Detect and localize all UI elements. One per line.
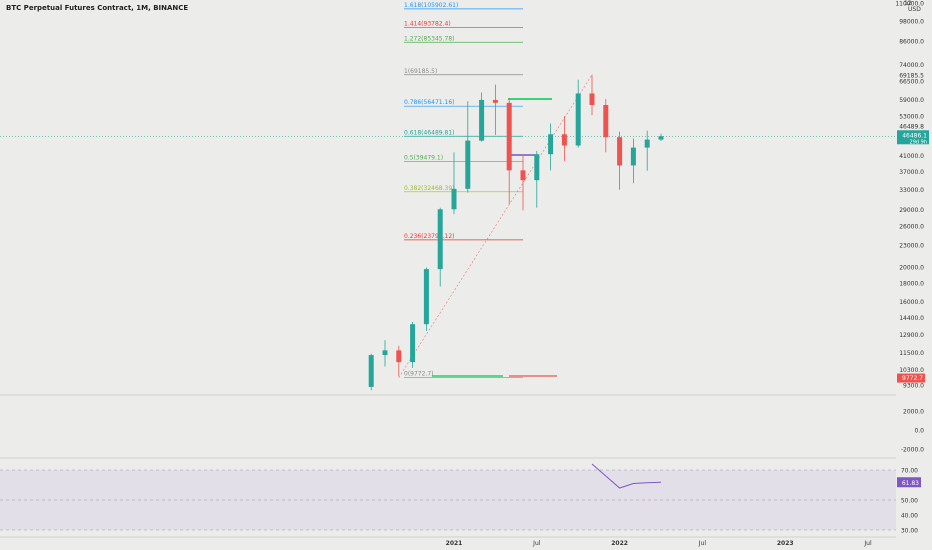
time-tick-label: Jul [698,540,707,547]
fib-level-label: 0(9772.7) [404,371,434,378]
fib-level-label: 0.5(39479.1) [404,155,443,162]
price-tick-label: 98000.0 [899,18,924,25]
time-tick-label: 2023 [777,540,794,547]
candle-body [603,104,609,138]
candle-body [410,324,416,363]
high-price-label: 69185.5 [899,72,924,79]
candle-body [520,170,526,181]
price-tick-label: 66500.0 [899,78,924,85]
oscillator-tick-label: -2000.0 [901,447,924,454]
fib-level-label: 0.382(32468.39) [404,185,455,192]
low-price-badge [897,373,925,383]
price-tick-label: 18000.0 [899,281,924,288]
rsi-value-badge [897,477,921,488]
candle-body [575,93,581,146]
fib-level-label: 1(69185.5) [404,68,437,75]
rsi-tick-label: 30.00 [901,528,918,535]
fib-level-label: 1.414(93782.4) [404,21,451,28]
candle-body [617,137,623,166]
price-tick-label: 11500.0 [899,350,924,357]
candle-body [396,350,402,363]
price-tick-label: 37000.0 [899,169,924,176]
candle-body [479,99,485,141]
current-price-label: 46486.1 [902,132,927,139]
chart-title: BTC Perpetual Futures Contract, 1M, BINA… [6,4,189,12]
current-price-badge [897,130,929,145]
time-tick-label: Jul [863,540,872,547]
candle-body [506,102,512,171]
price-tick-label: 59000.0 [899,97,924,104]
price-tick-label: 12900.0 [899,332,924,339]
candle-body [561,134,567,146]
price-tick-label: 86000.0 [899,39,924,46]
price-tick-label: 41000.0 [899,153,924,160]
candle-body [630,147,636,166]
countdown-label: 29d 9h [910,139,927,145]
price-tick-label: 74000.0 [899,62,924,69]
candle-body [423,269,429,325]
rsi-value-label: 61.83 [902,480,919,487]
price-tick-label: 26000.0 [899,224,924,231]
candle-body [492,99,498,103]
rsi-tick-label: 70.00 [901,468,918,475]
fib-level-label: 0.236(23794.12) [404,233,455,240]
price-tick-label: 10300.0 [899,367,924,374]
oscillator-tick-label: 2000.0 [903,409,924,416]
price-tick-label: 12 [904,0,912,7]
candle-body [465,140,471,189]
fib-price-label: 46489.8 [899,123,924,130]
candle-body [548,134,554,155]
time-tick-label: Jul [532,540,541,547]
candle-body [437,209,443,270]
rsi-tick-label: 50.00 [901,498,918,505]
candle-body [368,355,374,387]
price-tick-label: 33000.0 [899,187,924,194]
price-tick-label: 110000.0 [895,1,924,8]
time-tick-label: 2021 [446,540,463,547]
candle-body [589,93,595,105]
candle-body [451,188,457,210]
price-tick-label: 16000.0 [899,299,924,306]
price-tick-label: 53000.0 [899,113,924,120]
low-price-label: 9772.7 [902,375,923,382]
price-tick-label: 9300.0 [903,383,924,390]
candle-body [382,350,388,356]
price-tick-label: 29000.0 [899,207,924,214]
time-tick-label: 2022 [611,540,628,547]
price-tick-label: 23000.0 [899,243,924,250]
oscillator-tick-label: 0.0 [914,428,924,435]
candle-body [534,154,540,181]
price-unit-label: USD [908,6,921,13]
fib-level-label: 1.618(105902.61) [404,2,458,9]
price-tick-label: 20000.0 [899,264,924,271]
rsi-line [591,463,662,489]
candle-body [644,139,650,148]
price-tick-label: 14400.0 [899,315,924,322]
fib-level-label: 1.272(85345.78) [404,35,455,42]
fib-level-label: 0.786(56471.16) [404,99,455,106]
rsi-tick-label: 40.00 [901,513,918,520]
candle-body [658,136,664,140]
fib-level-label: 0.618(46489.81) [404,129,455,136]
